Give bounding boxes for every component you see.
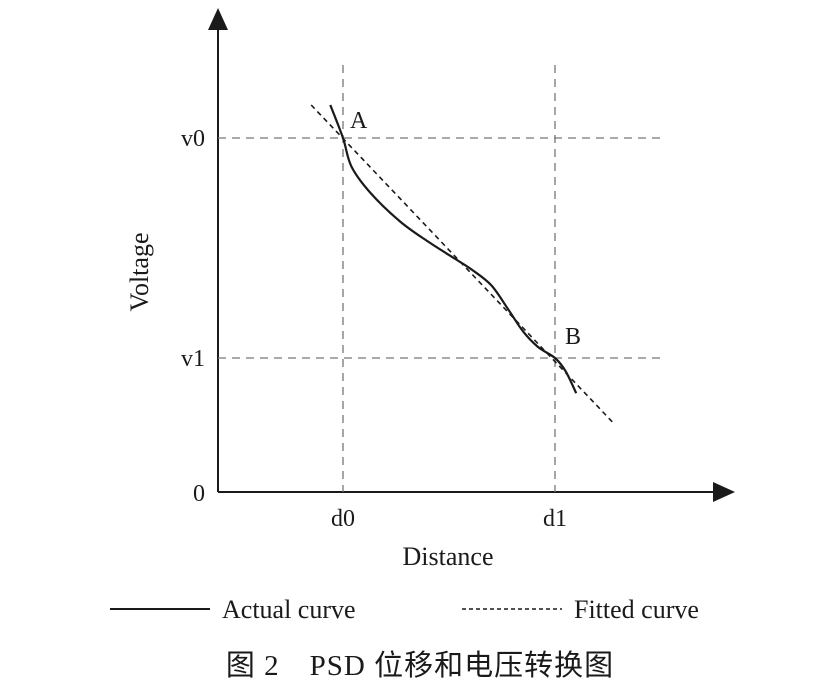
x-tick-d0: d0 [331, 506, 355, 532]
x-axis-arrow [713, 482, 735, 502]
y-tick-0: 0 [193, 481, 205, 507]
legend-fitted-label: Fitted curve [574, 595, 699, 624]
y-tick-v1: v1 [181, 346, 205, 372]
actual-curve-line [329, 104, 578, 394]
y-axis-arrow [208, 8, 228, 30]
x-tick-d1: d1 [543, 506, 567, 532]
point-label-b: B [565, 324, 581, 350]
x-axis-label: Distance [403, 542, 494, 571]
y-tick-v0: v0 [181, 126, 205, 152]
y-axis-label: Voltage [125, 233, 154, 312]
legend-actual-label: Actual curve [222, 595, 356, 624]
figure-caption: 图 2 PSD 位移和电压转换图 [226, 649, 614, 682]
point-label-a: A [350, 108, 368, 134]
